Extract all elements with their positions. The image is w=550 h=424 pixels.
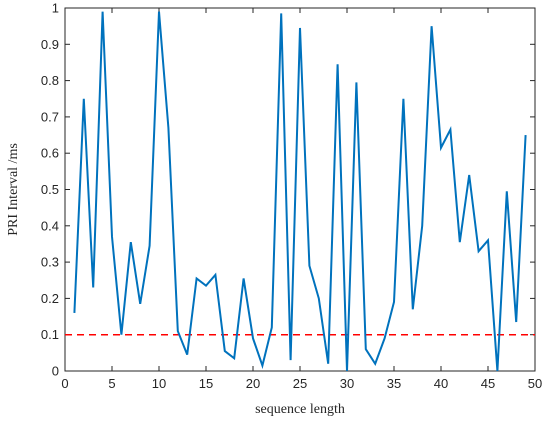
x-tick-label: 25 <box>293 376 307 391</box>
plot-area <box>64 7 536 372</box>
y-tick-label: 0.1 <box>41 327 59 342</box>
y-tick-labels: 0 0.1 0.2 0.3 0.4 0.5 0.6 0.7 0.8 0.9 1 <box>41 1 59 379</box>
y-tick-label: 0.6 <box>41 146 59 161</box>
y-tick-label: 0.8 <box>41 73 59 88</box>
x-tick-label: 30 <box>340 376 354 391</box>
x-tick-labels: 0 5 10 15 20 25 30 35 40 45 50 <box>61 376 542 391</box>
x-tick-label: 0 <box>61 376 68 391</box>
y-tick-label: 0.2 <box>41 291 59 306</box>
y-tick-label: 0 <box>52 364 59 379</box>
x-tick-label: 40 <box>434 376 448 391</box>
x-tick-label: 10 <box>152 376 166 391</box>
x-tick-label: 35 <box>387 376 401 391</box>
y-tick-label: 0.7 <box>41 109 59 124</box>
x-axis-label: sequence length <box>255 402 345 417</box>
x-tick-label: 5 <box>108 376 115 391</box>
axes-box <box>64 7 536 372</box>
y-tick-label: 0.5 <box>41 182 59 197</box>
x-tick-label: 15 <box>199 376 213 391</box>
x-tick-label: 50 <box>528 376 542 391</box>
y-tick-label: 0.4 <box>41 218 59 233</box>
y-axis-label: PRI Interval /ms <box>6 143 21 236</box>
y-tick-label: 0.3 <box>41 255 59 270</box>
x-tick-label: 45 <box>481 376 495 391</box>
y-tick-label: 0.9 <box>41 37 59 52</box>
y-tick-label: 1 <box>52 1 59 16</box>
x-tick-label: 20 <box>246 376 260 391</box>
